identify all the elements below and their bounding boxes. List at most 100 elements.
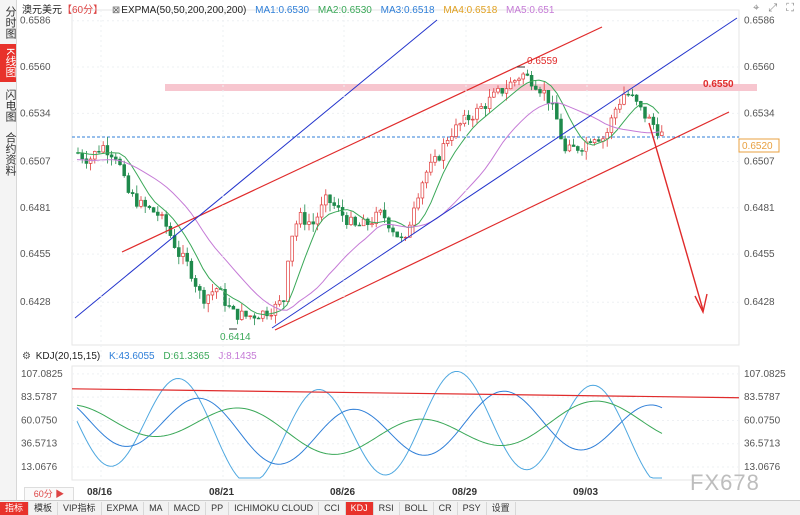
candle-body [508,81,513,90]
candle-body [555,102,559,120]
candle-body [618,103,622,110]
candle-body [349,216,353,225]
candle-body [122,164,126,177]
date-tick-label: 09/03 [573,487,598,498]
candle-body [101,145,105,153]
date-tick-label: 08/16 [87,487,112,498]
price-tick-label: 0.6560 [744,62,775,73]
kdj-tick-label: 83.5787 [744,392,781,403]
candle-body [382,209,387,219]
indicator-icon[interactable]: ⊠ [111,5,121,16]
candle-body [580,150,584,152]
candle-body [240,310,244,320]
indicator-button-vip指标[interactable]: VIP指标 [58,501,102,515]
candle-body [164,214,168,227]
candle-body [437,156,441,161]
indicator-button-kdj[interactable]: KDJ [345,501,374,515]
price-tick-label: 0.6428 [744,297,775,308]
price-tick-label: 0.6507 [744,156,775,167]
fullscreen-icon[interactable]: ⛶ [786,2,794,14]
crosshair-icon[interactable]: ⌖ [753,2,760,14]
candle-body [315,216,320,225]
kdj-tick-label-left: 83.5787 [21,392,58,403]
kline-chart[interactable]: 0.65860.65860.65600.65600.65340.65340.65… [17,0,800,500]
indicator-button-rsi[interactable]: RSI [374,501,400,515]
kdj-j-value: J:8.1435 [218,351,257,362]
candle-body [126,175,131,193]
kdj-settings-icon[interactable]: ⚙ [22,351,31,362]
candle-body [563,138,567,152]
moving-averages [76,79,660,316]
kdj-k-line [76,390,663,465]
indicator-button-设置[interactable]: 设置 [487,501,516,515]
period-selector[interactable]: 60分 ▶ [24,487,74,501]
candle-body [298,212,303,225]
candle-body [504,88,509,94]
candle-body [135,193,139,207]
resistance-label: 0.6550 [703,79,734,90]
expand-icon[interactable]: ⤢ [768,2,778,14]
candle-body [462,114,467,125]
price-tick-label: 0.6481 [744,203,775,214]
candle-body [307,221,311,225]
indicator-button-cci[interactable]: CCI [319,501,346,515]
kdj-frame [71,365,740,481]
candle-body [332,202,336,206]
kdj-tick-label-left: 60.0750 [21,415,58,426]
indicator-button-pp[interactable]: PP [206,501,230,515]
candle-body [483,106,488,109]
candle-body [168,225,173,236]
candle-body [630,94,635,97]
tab-timeshare[interactable]: 分时图 [4,5,16,39]
kdj-tick-label: 107.0825 [744,369,786,380]
tab-contract-info[interactable]: 合约资料 [4,132,16,176]
candle-body [660,131,664,136]
date-tick-label: 08/29 [452,487,477,498]
indicator-button-cr[interactable]: CR [434,501,458,515]
candle-body [433,156,437,163]
indicator-button-macd[interactable]: MACD [169,501,207,515]
price-tick-label: 0.6586 [744,16,775,27]
price-grid [71,9,740,346]
candle-body [286,260,290,302]
lower-blue-channel [271,17,738,329]
kdj-d-line [76,400,663,455]
indicator-button-ichimoku-cloud[interactable]: ICHIMOKU CLOUD [229,501,320,515]
candle-body [626,93,630,96]
indicator-button-模板[interactable]: 模板 [29,501,59,515]
candle-body [105,145,110,156]
candle-body [420,182,425,199]
candle-body [227,305,231,307]
candle-body [198,286,202,291]
candle-body [185,252,189,262]
candle-body [235,308,240,320]
candle-body [542,89,546,94]
candle-body [471,118,475,121]
candle-body [651,116,656,125]
candle-body [130,192,135,195]
candle-body [466,114,471,121]
lower-channel-line [274,111,730,331]
indicator-button-psy[interactable]: PSY [458,501,487,515]
kdj-d-value: D:61.3365 [163,351,210,362]
candle-body [151,207,156,213]
candle-body [441,143,446,161]
candle-body [605,132,609,140]
candle-body [353,216,357,226]
candle-body [345,215,349,225]
tab-flash[interactable]: 闪电图 [4,88,16,122]
indicator-button-expma[interactable]: EXPMA [102,501,145,515]
price-tick-label: 0.6455 [744,249,775,260]
candle-body [273,303,278,316]
tab-kline[interactable]: K线图 [0,44,16,82]
symbol-name: 澳元美元 [22,5,62,16]
indicator-button-指标[interactable]: 指标 [0,501,30,515]
kdj-name: KDJ(20,15,15) [35,351,101,362]
candle-body [399,236,404,239]
candle-body [584,141,588,152]
indicator-button-ma[interactable]: MA [144,501,169,515]
candle-body [97,151,101,153]
indicator-button-boll[interactable]: BOLL [400,501,434,515]
price-tick-label: 0.6534 [744,108,775,119]
resistance-band [165,84,757,91]
